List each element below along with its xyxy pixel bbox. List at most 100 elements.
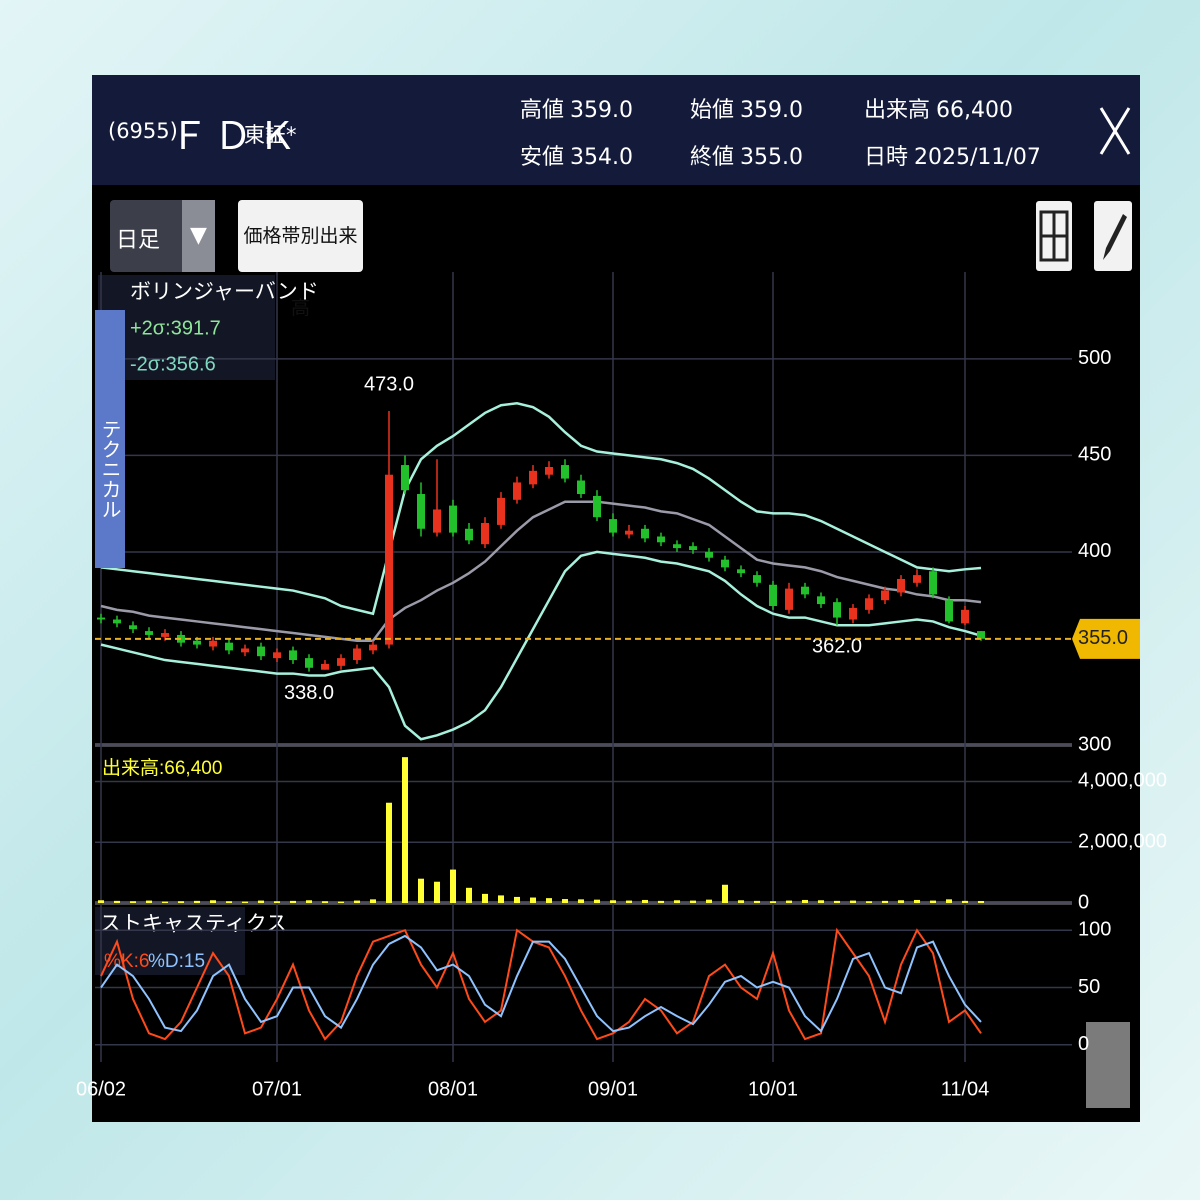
y-tick-label: 450 [1078,444,1111,466]
candle-body [929,571,937,595]
y-tick-label: 100 [1078,918,1111,940]
y-tick-label: 400 [1078,540,1111,562]
market: 東証* [244,123,297,147]
legend-entry: %D:15 [148,951,205,972]
candle-body [289,650,297,661]
candle-body [625,530,633,535]
candle-body [353,648,361,661]
candle-body [193,640,201,645]
stat-value: 359.0 [570,98,633,123]
volume-bar [242,901,248,903]
volume-bar [882,900,888,903]
price-annotation: 362.0 [812,636,862,658]
volume-bar [130,901,136,903]
candle-body [513,482,521,500]
candle-body [385,474,393,645]
stat-label: 出来高 [864,98,931,123]
candle-body [497,497,505,525]
stat-value: 354.0 [570,145,633,170]
current-price-label: 355.0 [1078,627,1128,649]
y-tick-label: 0 [1078,891,1089,913]
candle-body [449,505,457,533]
x-tick-label: 08/01 [428,1078,478,1100]
period-label: 日足 [116,228,161,253]
legend-box [98,275,275,380]
candle-body [417,494,425,529]
volume-bar [674,900,680,903]
indicator-title: ストキャスティクス [100,913,287,936]
technical-tab[interactable]: テクニカル [95,310,125,568]
volume-bar [594,899,600,903]
header: (6955) ＦＤＫ 東証* 高値 359.0 始値 359.0 出来高 66,400 安値… [92,75,1140,185]
candle-body [737,569,745,574]
candle-body [225,642,233,651]
volume-bar [962,900,968,903]
candle-body [321,663,329,670]
volume-bar [498,895,504,903]
stat-label: 終値 [690,145,735,170]
stat-label: 日時 [864,145,909,170]
volume-title: 出来高:66,400 [102,757,222,779]
volume-bar [258,900,264,903]
volume-bar [818,900,824,903]
volume-bar [354,900,360,903]
stat-value: 359.0 [740,98,803,123]
indicator-title: ボリンジャーバンド [130,281,319,304]
stat: 安値 354.0 [520,139,639,171]
candle-body [433,509,441,533]
volume-bar [338,901,344,903]
legend-entry: -2σ:356.6 [130,353,216,375]
volume-bar [514,896,520,903]
x-tick-label: 06/02 [76,1078,126,1100]
stat: 日時 2025/11/07 [864,139,1047,171]
layout-button[interactable] [1035,200,1073,272]
y-tick-label: 4,000,000 [1078,770,1167,792]
candle-body [305,658,313,668]
volume-bar [274,901,280,903]
bollinger-band [100,550,982,741]
volume-bar [610,900,616,903]
bollinger-band [100,500,982,642]
bollinger-band [100,402,982,616]
volume-bar [978,900,984,903]
volume-bar [450,869,456,903]
volume-bar [434,881,440,903]
volume-bar [322,901,328,903]
stat: 高値 359.0 [520,92,639,124]
candle-body [145,631,153,635]
dropdown-arrow: ▼ [182,200,215,272]
volume-profile-button[interactable]: 価格帯別出来高 [238,200,363,319]
period-select[interactable]: 日足 ▼ [110,200,215,272]
volume-bar [162,901,168,903]
stat-label: 高値 [520,98,565,123]
volume-bar [754,900,760,903]
candle-body [609,519,617,533]
volume-bar [370,899,376,903]
candle-body [641,528,649,539]
candle-body [817,596,825,605]
stat: 終値 355.0 [690,139,809,171]
draw-button[interactable] [1093,200,1133,272]
toggle-button[interactable] [1086,1022,1130,1108]
stat: 出来高 66,400 [864,92,1019,124]
candle-body [753,575,761,583]
volume-bar [898,900,904,903]
candle-body [369,644,377,651]
candle-body [865,598,873,610]
candle-body [129,625,137,630]
candle-body [97,617,105,620]
y-tick-label: 500 [1078,347,1111,369]
stat-value: 2025/11/07 [914,145,1041,170]
candle-body [673,544,681,549]
volume-bar [546,898,552,903]
price-annotation: 473.0 [364,373,414,395]
volume-bar [642,899,648,903]
volume-bar [178,901,184,903]
volume-bar [850,900,856,903]
stat-value: 355.0 [740,145,803,170]
candle-body [833,602,841,618]
stock-code: (6955) [108,119,178,143]
candle-body [241,648,249,653]
close-button[interactable] [1098,105,1132,157]
